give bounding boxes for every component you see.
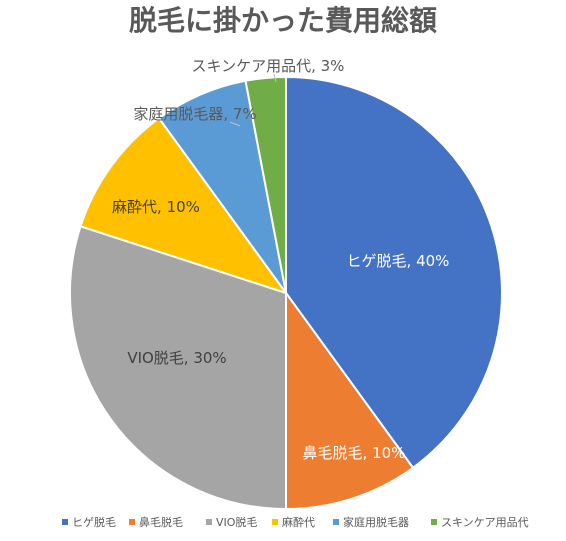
legend-label-4: 麻酔代 bbox=[282, 515, 315, 529]
pie-slices bbox=[69, 75, 503, 511]
data-label-2: 鼻毛脱毛, 10% bbox=[303, 444, 406, 462]
legend-label-2: 鼻毛脱毛 bbox=[139, 515, 183, 529]
pie-slice-2 bbox=[285, 289, 415, 511]
legend-swatch-1 bbox=[62, 519, 68, 525]
legend-item-6: スキンケア用品代 bbox=[431, 516, 529, 529]
data-label-4: 麻酔代, 10% bbox=[112, 198, 200, 216]
data-label-5: 家庭用脱毛器, 7% bbox=[133, 105, 256, 123]
legend: ヒゲ脱毛 鼻毛脱毛 VIO脱毛 麻酔代 家庭用脱毛器 スキンケア用品代 bbox=[62, 515, 529, 529]
legend-label-1: ヒゲ脱毛 bbox=[72, 515, 116, 529]
pie-slice-3 bbox=[69, 224, 287, 511]
legend-swatch-3 bbox=[206, 519, 212, 525]
pie-slice-4 bbox=[79, 116, 289, 295]
legend-swatch-4 bbox=[272, 519, 278, 525]
legend-item-3: VIO脱毛 bbox=[206, 515, 257, 529]
data-label-6: スキンケア用品代, 3% bbox=[192, 57, 345, 75]
leader-line-2 bbox=[273, 73, 277, 83]
chart-title: 脱毛に掛かった費用総額 bbox=[129, 4, 437, 37]
pie-slice-6 bbox=[244, 75, 287, 294]
legend-item-2: 鼻毛脱毛 bbox=[129, 515, 183, 529]
data-label-1: ヒゲ脱毛, 40% bbox=[347, 252, 450, 270]
legend-swatch-6 bbox=[431, 519, 437, 525]
data-label-3: VIO脱毛, 30% bbox=[127, 349, 226, 367]
legend-swatch-2 bbox=[129, 519, 135, 525]
pie-slice-1 bbox=[285, 75, 503, 470]
legend-label-5: 家庭用脱毛器 bbox=[343, 515, 409, 529]
legend-item-1: ヒゲ脱毛 bbox=[62, 515, 116, 529]
slice-labels: ヒゲ脱毛, 40% 鼻毛脱毛, 10% VIO脱毛, 30% 麻酔代, 10% 家庭用脱… bbox=[112, 57, 449, 462]
legend-label-6: スキンケア用品代 bbox=[441, 516, 529, 529]
legend-swatch-5 bbox=[333, 519, 339, 525]
leader-line-1 bbox=[229, 121, 241, 127]
legend-item-4: 麻酔代 bbox=[272, 515, 315, 529]
legend-item-5: 家庭用脱毛器 bbox=[333, 515, 409, 529]
legend-label-3: VIO脱毛 bbox=[216, 515, 257, 529]
